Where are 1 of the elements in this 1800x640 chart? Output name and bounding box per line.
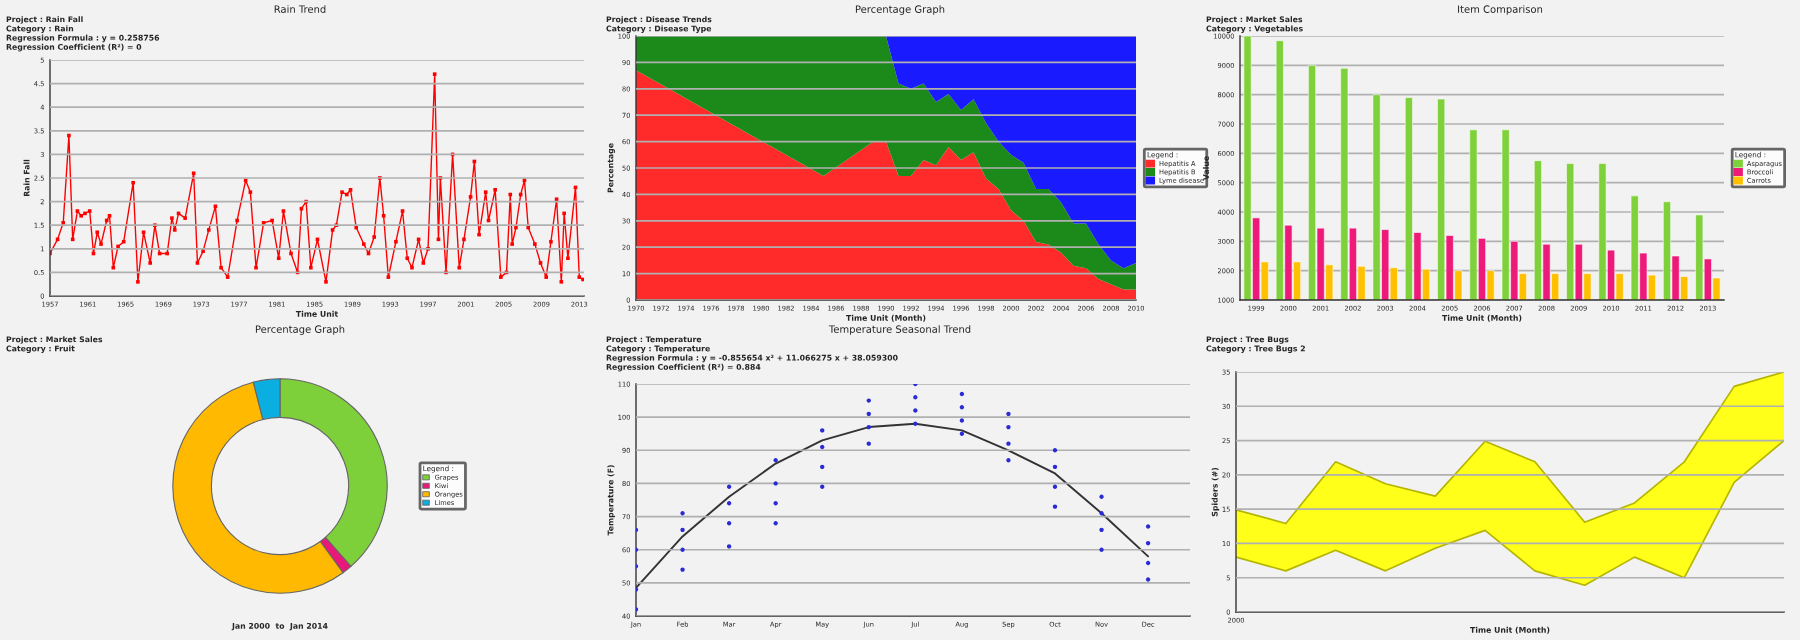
donut-slice	[172, 381, 344, 594]
